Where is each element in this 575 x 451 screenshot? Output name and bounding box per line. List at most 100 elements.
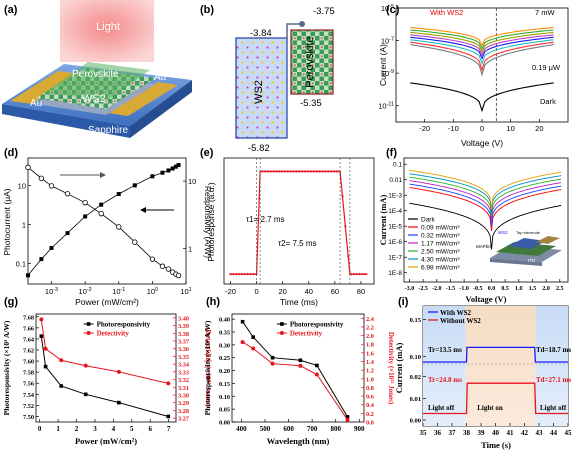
panel-i-annot-tr-ws2: Tr=13.5 ms (428, 346, 462, 354)
panel-h-detectivity-point (270, 361, 275, 366)
panel-h-legend-label: Detectivity (290, 330, 323, 338)
perovskite-label: Perovskite (72, 69, 119, 80)
panel-d-photocurrent-point (39, 257, 44, 262)
panel-c-annot-low: 0.19 μW (532, 63, 561, 72)
panel-e-marker (263, 170, 267, 173)
panel-g-frame (35, 313, 177, 423)
panel-e-plot: -20 0 20 40 60 80 (225, 158, 368, 296)
panel-e-marker (289, 170, 292, 173)
panel-h-legend-marker (279, 331, 284, 335)
panel-c-series-3 (410, 39, 554, 65)
panel-h-ytick-right-label: 1.2 (366, 368, 374, 375)
panel-g-responsivity-point (39, 334, 44, 338)
panel-g-legend-label: Photoresponsivity (97, 321, 151, 329)
panel-f-xtick-label: 1.0 (515, 286, 523, 292)
panel-h-detectivity-point (240, 340, 245, 345)
panel-g-ytick-label: 7.58 (23, 370, 34, 377)
panel-d-ytick-right-label: 10 (188, 177, 196, 186)
panel-d-photocurrent-point (49, 245, 54, 250)
sapphire-label: Sapphire (88, 125, 128, 136)
panel-a: (a) Light Perovskite Au Au WS2 Sapphire (2, 0, 192, 138)
ws2-label: WS2 (82, 93, 106, 105)
panel-d-xtick-label: 101 (180, 287, 191, 296)
panel-g-detectivity-point (116, 369, 121, 374)
panel-f-series-3 (409, 180, 562, 222)
panel-i-ytick-label: 0.01 (410, 396, 421, 403)
panel-c-xlabel: Voltage (V) (461, 138, 503, 148)
panel-h-responsivity-line (242, 321, 348, 418)
panel-i-ylabel: Current (mA) (394, 343, 404, 394)
panel-d-responsivity-point (165, 266, 172, 272)
panel-e-marker (358, 273, 361, 276)
inset-ws2 (508, 238, 546, 249)
panel-d-photocurrent-point (65, 231, 70, 236)
panel-f-legend-label: 1.17 mW/cm² (421, 241, 460, 248)
panel-c-ytick-label: 10-5 (381, 4, 394, 13)
panel-e-marker (321, 170, 324, 173)
panel-g-ytick-right-label: 3.31 (178, 385, 189, 392)
panel-h-ytick-right-label: 1.4 (366, 359, 375, 366)
panel-g-ytick-right-label: 3.40 (178, 315, 189, 322)
panel-g-responsivity-point (166, 414, 171, 419)
panel-e-xtick-label: 20 (279, 287, 287, 296)
panel-e-marker (272, 170, 275, 173)
panel-g-ytick-right-label: 3.35 (178, 354, 189, 361)
panel-g-ytick-label: 7.62 (23, 348, 34, 355)
panel-i-annot-td: Td=27.1 ms (536, 376, 571, 384)
panel-h-ytick-label: 0.15 (219, 381, 230, 388)
panel-h-ytick-right-label: 1.0 (366, 376, 374, 383)
panel-i-region-off-1 (423, 306, 466, 426)
panel-e: (e) -20 0 20 40 60 80 Photoresponse (a.u.) Ti… (200, 147, 375, 307)
panel-e-frame (223, 157, 375, 285)
panel-e-marker (332, 170, 335, 173)
panel-d-responsivity-point (159, 263, 166, 269)
panel-f-xtick-label: -2.5 (418, 286, 428, 292)
panel-h-xtick-label: 400 (236, 425, 247, 433)
panel-e-marker (347, 255, 350, 258)
panel-h-plot: 400 500 600 700 800 900 0.00 0.05 0.10 0.15 0.20 0.… (219, 316, 375, 433)
panel-d-photocurrent-point (166, 168, 171, 173)
panel-g-ytick-right-label: 3.38 (178, 331, 189, 338)
panel-h-ytick-label: 0.10 (219, 394, 230, 401)
panel-d-photocurrent-point (176, 163, 181, 168)
panel-c-annot-dark: Dark (540, 97, 556, 106)
panel-c-plot: -20 -10 0 10 20 10-11 10-9 10-7 10-5 (378, 4, 554, 133)
panel-g-xlabel: Power (mW/cm²) (75, 436, 137, 446)
panel-h-ytick-right-label: 0.8 (366, 385, 374, 392)
panel-e-marker (266, 170, 269, 173)
panel-e-marker (324, 170, 327, 173)
panel-d-photocurrent-point (116, 192, 121, 197)
panel-h-responsivity-point (298, 358, 303, 363)
panel-f-legend-label: 2.50 mW/cm² (421, 249, 460, 256)
panel-d-responsivity-point (98, 210, 104, 217)
panel-e-marker (232, 273, 235, 276)
panel-e-marker (295, 170, 298, 173)
panel-h-detectivity-point (298, 363, 303, 368)
panel-f-xtick-label: 1.5 (529, 286, 537, 292)
panel-f-ytick-label: 1E-5 (388, 224, 402, 231)
panel-g-detectivity-point (166, 381, 171, 386)
panel-g-ytick-right-label: 3.34 (178, 362, 190, 369)
panel-d-responsivity-point (38, 175, 45, 182)
panel-a-label: (a) (4, 4, 18, 16)
level-ws2-cb: -3.84 (250, 28, 272, 39)
panel-g-responsivity-point (59, 384, 64, 388)
panel-c-ytick-label: 10-7 (381, 37, 394, 46)
panel-g-ylabel-right: Detectivity (×10¹³ Jones) (204, 329, 213, 407)
panel-c-xtick-label: 0 (480, 124, 484, 133)
panel-h-detectivity-line (242, 341, 348, 421)
au-label-right: Au (154, 72, 166, 83)
ws2-band-box (235, 37, 288, 139)
panel-h-ytick-right-label: 2.4 (366, 316, 375, 323)
panel-d-xtick-label: 100 (147, 287, 158, 296)
panel-c-xtick-label: -20 (419, 124, 430, 133)
level-perov-cb: -3.75 (313, 6, 335, 17)
au-electrode-left (10, 71, 80, 104)
panel-h-ytick-right-label: 2.0 (366, 333, 374, 340)
panel-c-ytick-label: 10-9 (381, 69, 394, 78)
sapphire-side (130, 80, 192, 138)
panel-f-series-0 (409, 202, 562, 250)
panel-g-xtick-label: 7 (167, 425, 171, 433)
